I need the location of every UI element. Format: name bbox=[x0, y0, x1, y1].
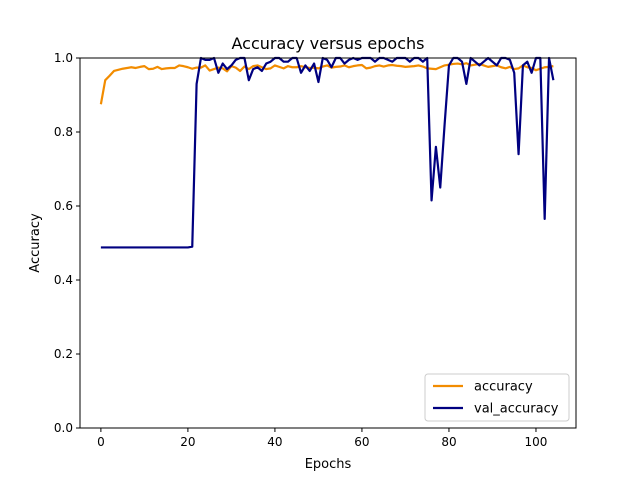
plot-frame bbox=[79, 57, 577, 429]
x-axis-label: Epochs bbox=[305, 457, 352, 472]
y-axis-label: Accuracy bbox=[28, 213, 43, 273]
y-tick-label: 1.0 bbox=[54, 51, 73, 65]
y-tick-label: 0.4 bbox=[54, 273, 73, 287]
x-tick-label: 80 bbox=[441, 435, 456, 449]
y-tick-label: 0.6 bbox=[54, 199, 73, 213]
legend: accuracy val_accuracy bbox=[424, 373, 570, 422]
x-tick-label: 100 bbox=[525, 435, 548, 449]
y-tick-label: 0.8 bbox=[54, 125, 73, 139]
series-layer bbox=[99, 56, 555, 249]
plot-background bbox=[80, 58, 576, 428]
legend-label: accuracy bbox=[474, 380, 533, 395]
chart-title: Accuracy versus epochs bbox=[232, 34, 425, 53]
series-line-val-accuracy bbox=[100, 56, 555, 249]
x-tick-label: 40 bbox=[267, 435, 282, 449]
legend-label: val_accuracy bbox=[474, 402, 559, 417]
x-tick-label: 20 bbox=[180, 435, 195, 449]
axis-ticks: 0 20 40 60 80 100 0.0 0.2 0.4 0.6 0.8 1.0 bbox=[54, 51, 548, 449]
y-tick-label: 0.0 bbox=[54, 421, 73, 435]
x-tick-label: 0 bbox=[97, 435, 105, 449]
x-tick-label: 60 bbox=[354, 435, 369, 449]
y-tick-label: 0.2 bbox=[54, 347, 73, 361]
